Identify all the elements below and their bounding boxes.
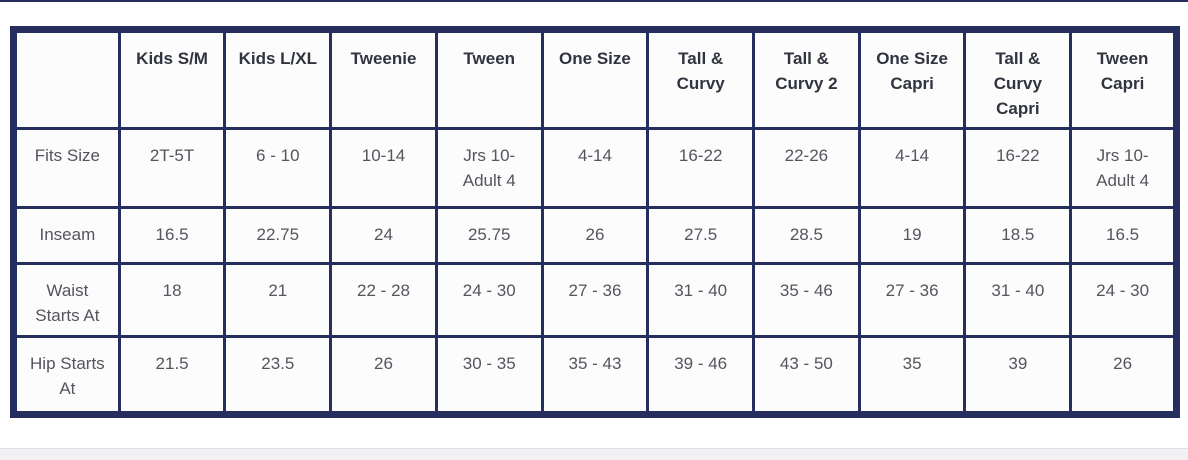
table-cell: 25.75 [434,206,544,265]
column-header: Tall & Curvy [646,28,756,130]
table-cell: 31 - 40 [646,262,756,338]
size-chart-header: Kids S/M Kids L/XL Tweenie Tween One Size Tal… [12,28,1178,130]
table-cell: 19 [857,206,967,265]
column-header: Tall & Curvy 2 [752,28,861,130]
row-label: Fits Size [12,127,121,209]
table-cell: 26 [1069,335,1178,416]
table-cell: 27 - 36 [857,262,967,338]
table-cell: 30 - 35 [434,335,544,416]
top-divider-line [0,0,1188,2]
table-cell: 21.5 [117,335,227,416]
table-cell: 35 [857,335,967,416]
row-label: Inseam [12,206,121,265]
table-cell: 39 - 46 [646,335,756,416]
table-cell: 4-14 [540,127,650,209]
header-row: Kids S/M Kids L/XL Tweenie Tween One Size Tal… [12,28,1178,130]
table-cell: Jrs 10- Adult 4 [434,127,544,209]
size-chart-body: Fits Size 2T-5T 6 - 10 10-14 Jrs 10- Adult 4… [12,127,1178,416]
table-row: Fits Size 2T-5T 6 - 10 10-14 Jrs 10- Adult 4… [12,127,1178,209]
table-row: Inseam 16.5 22.75 24 25.75 26 27.5 28.5 19 18.5 16… [12,206,1178,265]
column-header: Tall & Curvy Capri [963,28,1073,130]
table-cell: 22.75 [223,206,333,265]
column-header: One Size [540,28,650,130]
column-header: Tween [434,28,544,130]
table-cell: 18 [117,262,227,338]
row-label: Hip Starts At [12,335,121,416]
table-cell: 43 - 50 [752,335,861,416]
table-cell: Jrs 10- Adult 4 [1069,127,1178,209]
table-cell: 26 [540,206,650,265]
table-cell: 16-22 [963,127,1073,209]
table-cell: 31 - 40 [963,262,1073,338]
column-header: One Size Capri [857,28,967,130]
table-cell: 27 - 36 [540,262,650,338]
corner-cell [12,28,121,130]
table-cell: 39 [963,335,1073,416]
table-cell: 10-14 [329,127,438,209]
table-cell: 21 [223,262,333,338]
table-cell: 16-22 [646,127,756,209]
table-cell: 26 [329,335,438,416]
table-cell: 27.5 [646,206,756,265]
table-cell: 6 - 10 [223,127,333,209]
column-header: Tween Capri [1069,28,1178,130]
table-cell: 24 - 30 [1069,262,1178,338]
column-header: Kids L/XL [223,28,333,130]
table-cell: 35 - 43 [540,335,650,416]
table-cell: 16.5 [1069,206,1178,265]
table-cell: 2T-5T [117,127,227,209]
table-cell: 28.5 [752,206,861,265]
table-cell: 16.5 [117,206,227,265]
table-cell: 24 [329,206,438,265]
table-row: Hip Starts At 21.5 23.5 26 30 - 35 35 - 43 39 … [12,335,1178,416]
table-row: Waist Starts At 18 21 22 - 28 24 - 30 27 - 36… [12,262,1178,338]
table-cell: 35 - 46 [752,262,861,338]
column-header: Kids S/M [117,28,227,130]
table-cell: 22 - 28 [329,262,438,338]
page-bottom-strip [0,448,1188,460]
table-cell: 24 - 30 [434,262,544,338]
table-cell: 22-26 [752,127,861,209]
table-cell: 4-14 [857,127,967,209]
table-cell: 18.5 [963,206,1073,265]
table-cell: 23.5 [223,335,333,416]
size-chart-table: Kids S/M Kids L/XL Tweenie Tween One Size Tal… [10,26,1180,418]
row-label: Waist Starts At [12,262,121,338]
column-header: Tweenie [329,28,438,130]
